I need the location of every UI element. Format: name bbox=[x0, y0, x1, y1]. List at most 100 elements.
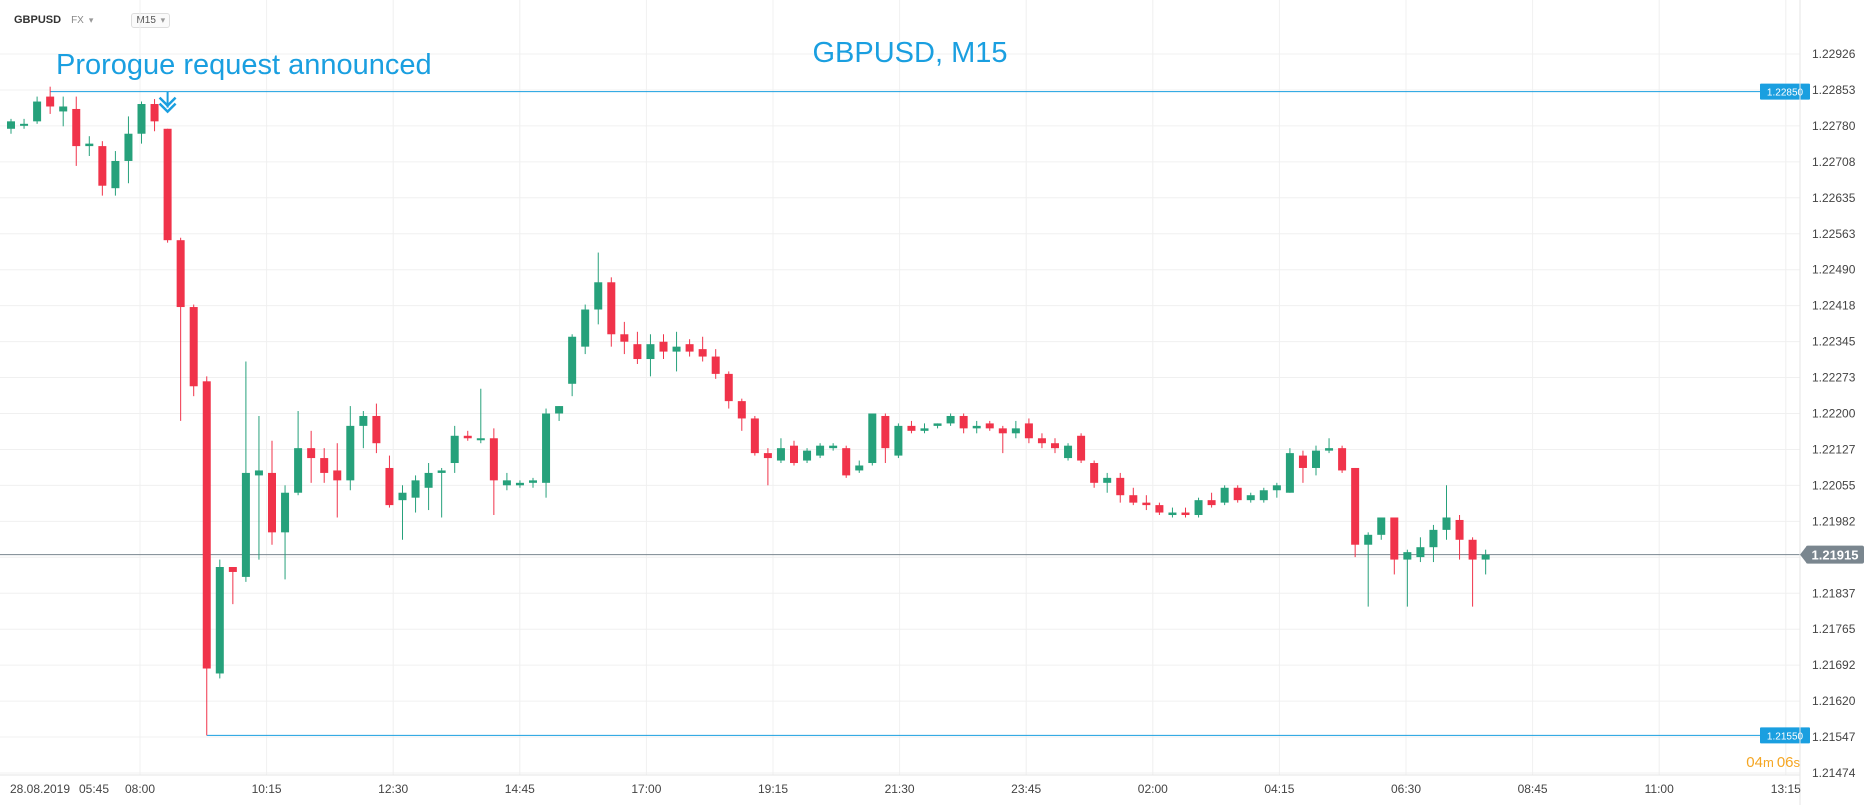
candle[interactable] bbox=[776, 438, 785, 464]
candle[interactable] bbox=[1246, 492, 1255, 503]
candle[interactable] bbox=[1390, 517, 1399, 575]
candle[interactable] bbox=[881, 413, 890, 464]
candle[interactable] bbox=[1429, 524, 1438, 563]
candle[interactable] bbox=[711, 349, 720, 379]
candle[interactable] bbox=[1298, 450, 1307, 483]
candle[interactable] bbox=[437, 467, 446, 518]
candle[interactable] bbox=[346, 406, 355, 491]
candle[interactable] bbox=[842, 445, 851, 478]
candle[interactable] bbox=[542, 408, 551, 498]
candle[interactable] bbox=[685, 339, 694, 357]
candle[interactable] bbox=[1285, 448, 1294, 493]
candle[interactable] bbox=[411, 475, 420, 513]
candle[interactable] bbox=[803, 448, 812, 464]
candle[interactable] bbox=[124, 116, 133, 184]
candle[interactable] bbox=[372, 403, 381, 454]
candle[interactable] bbox=[1259, 487, 1268, 503]
candle[interactable] bbox=[1351, 467, 1360, 558]
candle[interactable] bbox=[398, 485, 407, 540]
candle[interactable] bbox=[176, 237, 185, 421]
candle[interactable] bbox=[463, 430, 472, 441]
candle[interactable] bbox=[424, 463, 433, 511]
candle[interactable] bbox=[59, 96, 68, 127]
candle[interactable] bbox=[737, 398, 746, 431]
candle[interactable] bbox=[829, 443, 838, 451]
candle[interactable] bbox=[594, 252, 603, 325]
candle[interactable] bbox=[1129, 487, 1138, 506]
candle[interactable] bbox=[502, 472, 511, 491]
candle[interactable] bbox=[946, 413, 955, 426]
candle[interactable] bbox=[72, 96, 81, 166]
candle[interactable] bbox=[268, 440, 276, 545]
candle[interactable] bbox=[659, 334, 668, 360]
candle[interactable] bbox=[959, 413, 968, 434]
candle[interactable] bbox=[1377, 517, 1386, 540]
candle[interactable] bbox=[620, 321, 629, 355]
candle[interactable] bbox=[724, 371, 733, 409]
candle[interactable] bbox=[163, 128, 172, 243]
candle[interactable] bbox=[137, 101, 146, 144]
symbol-label[interactable]: GBPUSD bbox=[14, 14, 62, 26]
timeframe-selector[interactable]: M15 ▾ bbox=[131, 12, 171, 28]
candle[interactable] bbox=[1403, 549, 1412, 607]
candle[interactable] bbox=[1416, 537, 1425, 563]
candle[interactable] bbox=[476, 388, 485, 444]
candle[interactable] bbox=[529, 477, 537, 488]
candle[interactable] bbox=[202, 376, 211, 736]
candle[interactable] bbox=[763, 448, 772, 486]
candle[interactable] bbox=[1168, 507, 1177, 518]
candle[interactable] bbox=[1142, 495, 1151, 511]
candle[interactable] bbox=[254, 415, 263, 560]
candle[interactable] bbox=[1064, 443, 1073, 461]
candle[interactable] bbox=[1364, 532, 1373, 607]
candle[interactable] bbox=[489, 428, 498, 516]
candle[interactable] bbox=[1037, 433, 1046, 449]
candle[interactable] bbox=[607, 277, 616, 347]
candle[interactable] bbox=[111, 151, 120, 196]
candle[interactable] bbox=[1233, 485, 1242, 503]
candle[interactable] bbox=[189, 304, 198, 397]
candle[interactable] bbox=[241, 361, 250, 582]
candle[interactable] bbox=[1051, 438, 1059, 454]
candle[interactable] bbox=[1103, 472, 1112, 493]
candle[interactable] bbox=[920, 423, 929, 434]
candle[interactable] bbox=[1116, 472, 1125, 503]
candle[interactable] bbox=[816, 443, 825, 459]
market-selector[interactable]: FX ▾ bbox=[71, 14, 93, 26]
candle[interactable] bbox=[1155, 502, 1164, 516]
candle[interactable] bbox=[1207, 492, 1216, 508]
candle[interactable] bbox=[1024, 418, 1033, 444]
candle[interactable] bbox=[868, 413, 877, 466]
candle[interactable] bbox=[150, 99, 159, 132]
candle[interactable] bbox=[907, 420, 916, 434]
candle[interactable] bbox=[790, 440, 798, 466]
candle[interactable] bbox=[933, 423, 942, 429]
candle[interactable] bbox=[1325, 438, 1334, 454]
candle[interactable] bbox=[385, 455, 394, 508]
candle[interactable] bbox=[998, 425, 1007, 454]
candle[interactable] bbox=[7, 118, 15, 134]
candle[interactable] bbox=[750, 415, 759, 456]
candle[interactable] bbox=[320, 448, 329, 483]
candle[interactable] bbox=[855, 460, 864, 473]
candle[interactable] bbox=[228, 567, 237, 605]
candle[interactable] bbox=[568, 334, 577, 397]
candle[interactable] bbox=[581, 304, 590, 355]
candle[interactable] bbox=[85, 136, 94, 157]
candle[interactable] bbox=[98, 141, 107, 196]
candle[interactable] bbox=[1338, 445, 1347, 473]
candle[interactable] bbox=[294, 411, 303, 496]
candle[interactable] bbox=[985, 420, 994, 431]
candle[interactable] bbox=[1220, 485, 1229, 506]
candle[interactable] bbox=[1481, 549, 1490, 575]
candle[interactable] bbox=[33, 96, 42, 124]
candle[interactable] bbox=[1272, 482, 1281, 498]
candle[interactable] bbox=[555, 406, 564, 421]
candle[interactable] bbox=[450, 425, 459, 473]
candle[interactable] bbox=[215, 559, 224, 679]
candle[interactable] bbox=[972, 420, 981, 434]
candle[interactable] bbox=[1011, 420, 1020, 439]
candle[interactable] bbox=[698, 336, 707, 362]
candle[interactable] bbox=[1468, 537, 1477, 607]
